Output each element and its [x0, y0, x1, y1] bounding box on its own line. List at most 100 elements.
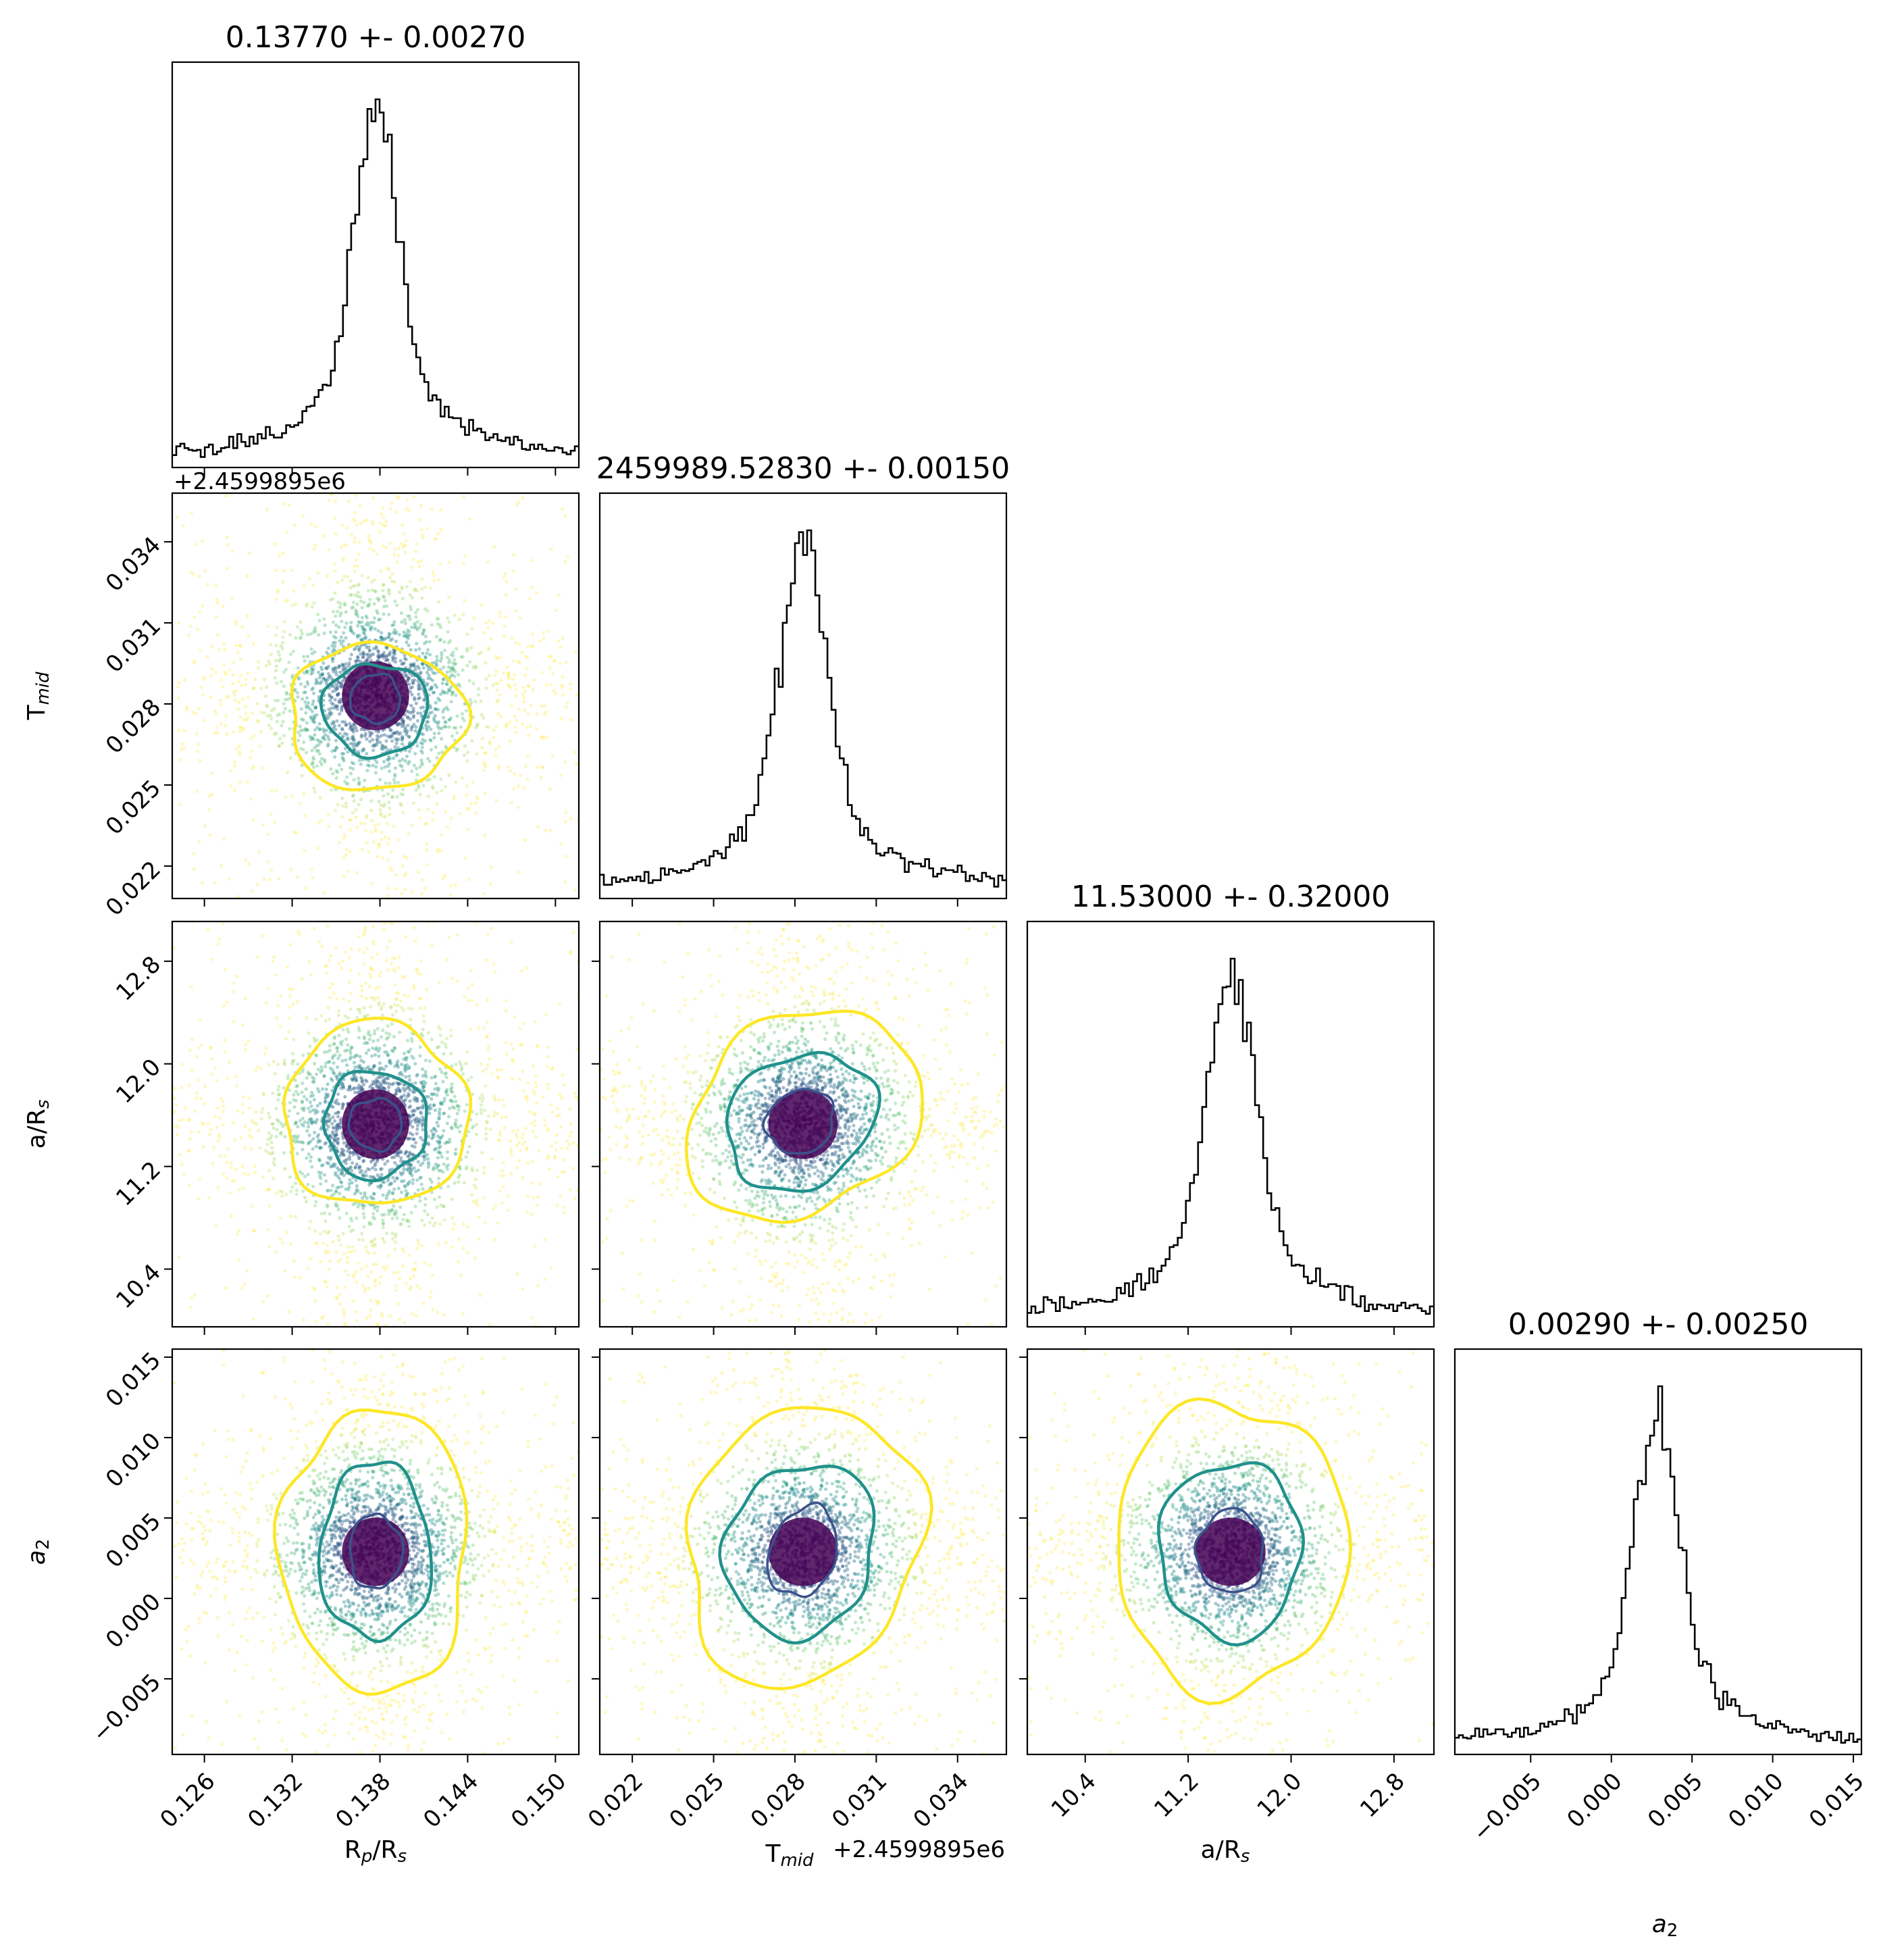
sample-point — [442, 1218, 446, 1222]
sample-point — [302, 671, 306, 675]
sample-point — [284, 599, 288, 603]
sample-point — [282, 501, 286, 506]
sample-point — [332, 377, 336, 380]
sample-point — [453, 1123, 457, 1127]
sample-point — [259, 1117, 263, 1121]
sample-point — [419, 1136, 423, 1140]
sample-point — [320, 667, 324, 672]
sample-point — [413, 1145, 417, 1149]
sample-point — [376, 1209, 380, 1213]
sample-point — [449, 653, 453, 657]
sample-point — [337, 1102, 341, 1106]
sample-point — [334, 630, 338, 634]
sample-point — [387, 801, 391, 805]
sample-point — [201, 604, 205, 608]
sample-point — [340, 1107, 344, 1111]
sample-point — [444, 1090, 448, 1094]
sample-point — [196, 749, 200, 753]
sample-point — [530, 703, 534, 707]
sample-point — [368, 655, 372, 659]
sample-point — [369, 1195, 373, 1199]
sample-point — [324, 713, 328, 717]
sample-point — [518, 616, 522, 620]
sample-point — [269, 1152, 274, 1156]
sample-point — [430, 1129, 434, 1133]
sample-point — [432, 736, 436, 740]
sample-point — [415, 1073, 419, 1077]
sample-point — [353, 1192, 357, 1196]
sample-point — [525, 1210, 530, 1214]
sample-point — [437, 1117, 441, 1121]
sample-point — [446, 630, 450, 634]
sample-point — [376, 855, 380, 859]
sample-point — [573, 650, 577, 654]
sample-point — [300, 774, 304, 778]
sample-point — [482, 751, 486, 755]
sample-point — [511, 569, 515, 574]
sample-point — [516, 805, 520, 809]
sample-point — [294, 636, 298, 640]
sample-point — [388, 1061, 392, 1065]
sample-point — [360, 1087, 365, 1091]
sample-point — [507, 675, 511, 679]
sample-point — [399, 1222, 403, 1226]
sample-point — [310, 1120, 314, 1124]
sample-point — [314, 678, 319, 682]
sample-point — [338, 605, 342, 609]
sample-point — [371, 620, 376, 625]
sample-point — [379, 569, 383, 573]
sample-point — [449, 1098, 453, 1103]
sample-point — [429, 586, 433, 590]
sample-point — [348, 1150, 352, 1155]
sample-point — [416, 664, 420, 669]
sample-point — [573, 888, 577, 892]
sample-point — [334, 1132, 338, 1136]
sample-point — [323, 1230, 327, 1234]
sample-point — [300, 1122, 304, 1126]
sample-point — [370, 1054, 374, 1058]
sample-point — [437, 1146, 441, 1150]
sample-point — [537, 1149, 541, 1153]
sample-point — [370, 1158, 375, 1162]
sample-point — [149, 684, 153, 688]
sample-point — [393, 1161, 397, 1165]
sample-point — [407, 1074, 411, 1078]
sample-point — [379, 1083, 383, 1087]
sample-point — [273, 1071, 277, 1075]
sample-point — [201, 881, 205, 885]
sample-point — [311, 1137, 315, 1141]
sample-point — [423, 822, 428, 826]
sample-point — [498, 1173, 503, 1178]
sample-point — [332, 669, 336, 674]
sample-point — [416, 1168, 421, 1172]
sample-point — [162, 766, 165, 769]
sample-point — [569, 717, 573, 722]
sample-point — [303, 1174, 307, 1179]
sample-point — [391, 630, 396, 635]
sample-point — [361, 747, 365, 751]
sample-point — [224, 494, 228, 498]
sample-point — [267, 724, 271, 728]
sample-point — [302, 1108, 306, 1113]
sample-point — [297, 676, 301, 680]
sample-point — [409, 1036, 413, 1040]
sample-point — [265, 1294, 269, 1298]
sample-point — [384, 546, 388, 550]
sample-point — [415, 642, 419, 646]
sample-point — [446, 825, 450, 829]
sample-point — [455, 1111, 459, 1115]
sample-point — [484, 1137, 488, 1141]
sample-point — [392, 651, 396, 655]
sample-point — [494, 682, 498, 686]
sample-point — [308, 1110, 312, 1114]
sample-point — [254, 1110, 258, 1114]
sample-point — [365, 769, 369, 773]
sample-point — [394, 1211, 398, 1216]
sample-point — [376, 1205, 380, 1209]
sample-point — [433, 672, 437, 676]
sample-point — [195, 628, 200, 632]
sample-point — [434, 707, 438, 711]
sample-point — [289, 867, 293, 871]
sample-point — [411, 917, 415, 920]
sample-point — [433, 1148, 437, 1152]
